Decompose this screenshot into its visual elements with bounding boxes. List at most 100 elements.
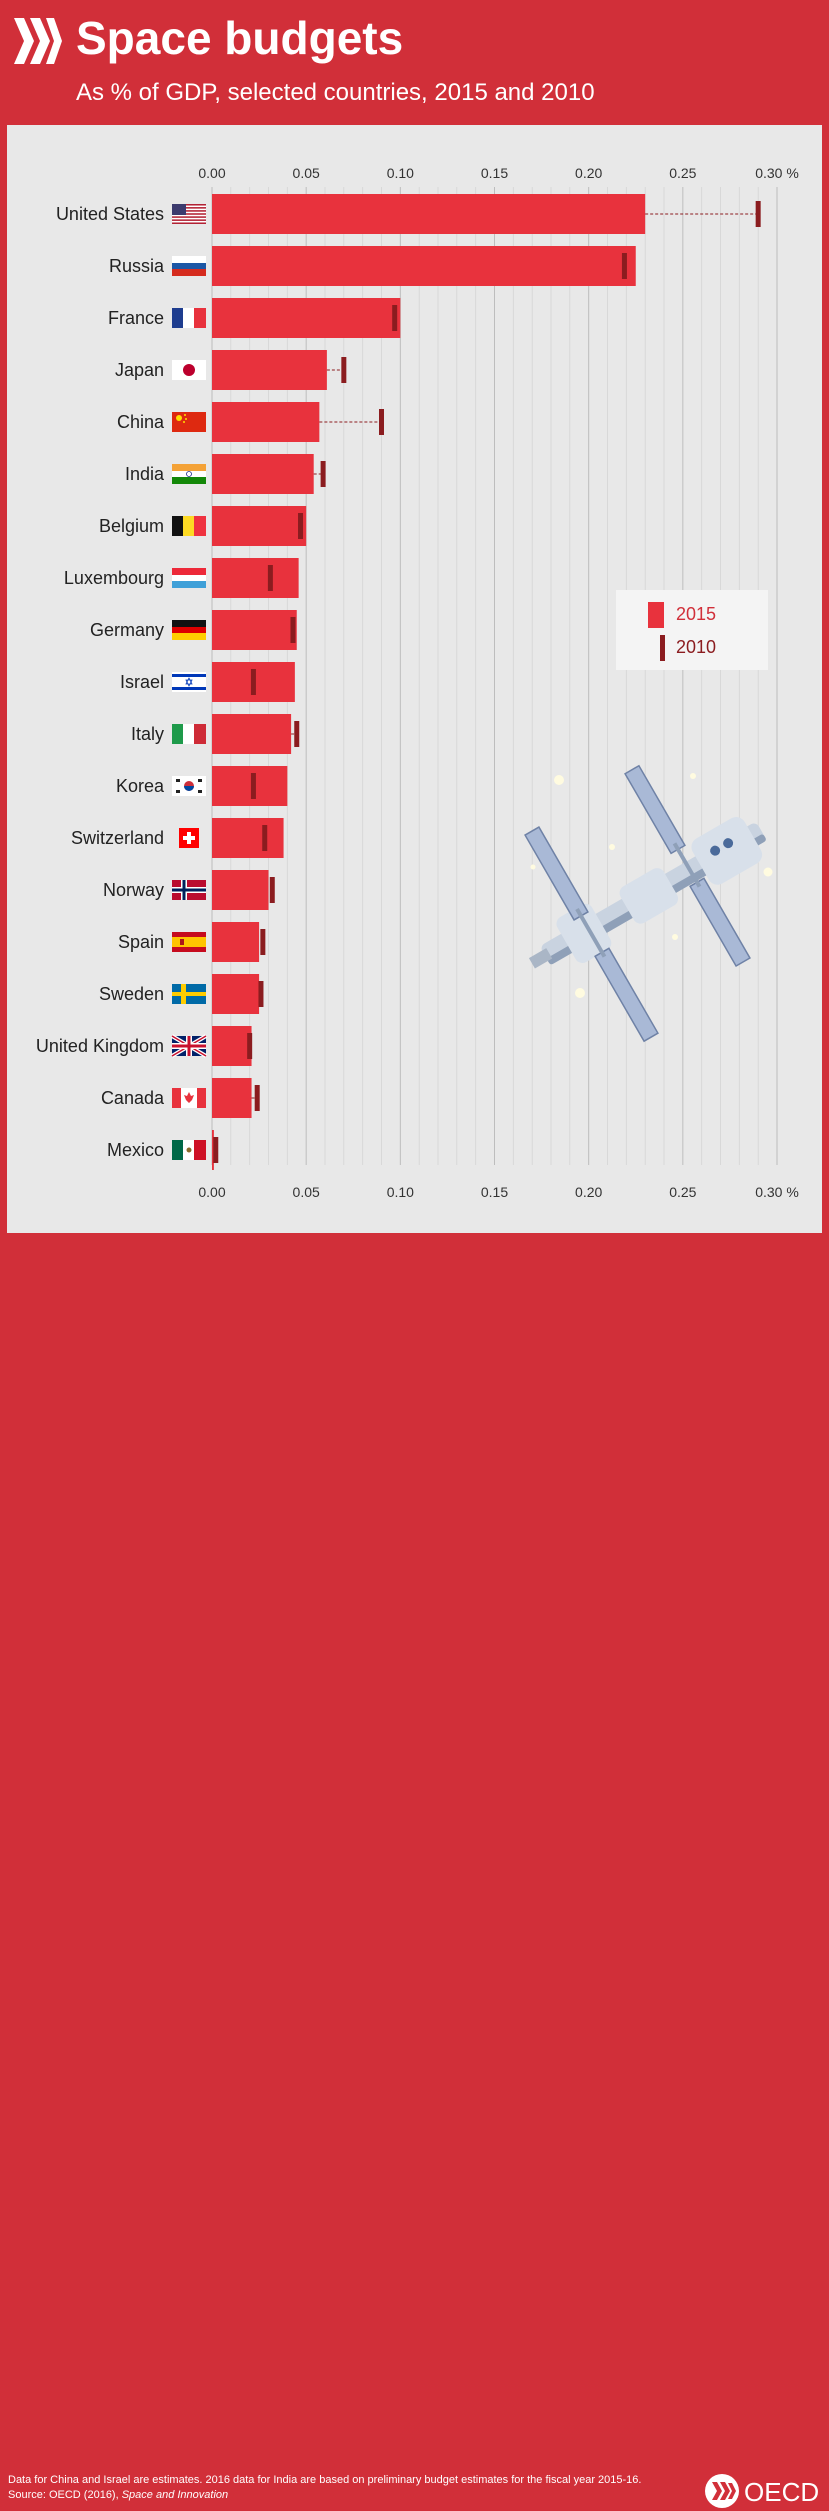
oecd-logo-text: OECD [744, 2477, 819, 2507]
marker-2010 [379, 409, 384, 435]
chart-panel: 0.00 0.05 0.10 0.15 0.20 0.25 0.30 % 0.00 0.05 0… [7, 125, 822, 1233]
bar-2015 [212, 818, 284, 858]
x-tick-label-bottom: 0.20 [575, 1184, 602, 1200]
category-label: Switzerland [71, 828, 164, 848]
x-tick-label-top: 0.15 [481, 165, 508, 181]
space-station-illustration [524, 764, 773, 1043]
x-tick-label-bottom: 0.10 [387, 1184, 414, 1200]
sweden-flag-icon [172, 984, 206, 1004]
marker-2010 [294, 721, 300, 747]
header: Space budgets As % of GDP, selected coun… [0, 0, 829, 125]
category-label: Norway [103, 880, 164, 900]
marker-2010 [755, 201, 761, 227]
italy-flag-icon [172, 724, 206, 744]
bar-2015 [212, 246, 636, 286]
marker-2010 [290, 617, 296, 643]
x-tick-label-bottom: 0.25 [669, 1184, 696, 1200]
category-label: Russia [109, 256, 165, 276]
marker-2010 [247, 1033, 253, 1059]
germany-flag-icon [172, 620, 206, 640]
china-flag-icon [172, 412, 206, 432]
x-tick-label-top: 0.05 [293, 165, 320, 181]
category-label: Germany [90, 620, 164, 640]
marker-2010 [341, 357, 347, 383]
marker-2010 [269, 877, 275, 903]
oecd-chevrons-icon [14, 18, 62, 64]
x-tick-label-bottom: 0.00 [198, 1184, 225, 1200]
footnote: Data for China and Israel are estimates.… [8, 2473, 641, 2503]
bar-2015 [212, 1078, 252, 1118]
category-label: Canada [101, 1088, 165, 1108]
category-label: Spain [118, 932, 164, 952]
category-label: Sweden [99, 984, 164, 1004]
bar-2015 [212, 194, 646, 234]
marker-2010 [260, 929, 266, 955]
luxembourg-flag-icon [172, 568, 206, 588]
bar-2015 [212, 766, 288, 806]
footnote-line: Data for China and Israel are estimates.… [8, 2474, 642, 2486]
x-tick-label-top: 0.20 [575, 165, 602, 181]
france-flag-icon [172, 308, 206, 328]
category-label: United States [56, 204, 164, 224]
x-tick-label-bottom: 0.15 [481, 1184, 508, 1200]
marker-2010 [250, 669, 256, 695]
korea-flag-icon [172, 776, 206, 796]
marker-2010 [621, 253, 627, 279]
x-tick-label-top: 0.25 [669, 165, 696, 181]
category-label: Luxembourg [64, 568, 164, 588]
page-title: Space budgets [76, 12, 404, 64]
category-label: India [125, 464, 165, 484]
switzerland-flag-icon [179, 828, 199, 848]
marker-2010 [254, 1085, 260, 1111]
oecd-logo: OECD [705, 2474, 819, 2508]
uk-flag-icon [170, 1034, 208, 1058]
spain-flag-icon [172, 932, 206, 952]
category-label: Italy [131, 724, 164, 744]
bar-2015 [212, 454, 314, 494]
bar-2015 [212, 1130, 214, 1170]
norway-flag-icon [172, 880, 206, 900]
bar-2015 [212, 870, 269, 910]
legend-swatch-2010 [660, 635, 665, 661]
category-label: Japan [115, 360, 164, 380]
russia-flag-icon [172, 256, 206, 276]
x-tick-label-top: 0.10 [387, 165, 414, 181]
marker-2010 [258, 981, 264, 1007]
marker-2010 [392, 305, 398, 331]
x-tick-label-bottom: 0.05 [293, 1184, 320, 1200]
category-label: Mexico [107, 1140, 164, 1160]
footer: Data for China and Israel are estimates.… [0, 1233, 829, 2508]
bar-2015 [212, 714, 292, 754]
bar-2015 [212, 974, 260, 1014]
bar-chart: 0.00 0.05 0.10 0.15 0.20 0.25 0.30 % 0.00 0.05 0… [36, 165, 799, 1200]
bar-2015 [212, 922, 260, 962]
marker-2010 [320, 461, 326, 487]
marker-2010 [262, 825, 268, 851]
bar-2015 [212, 350, 327, 390]
canada-flag-icon [172, 1088, 206, 1108]
japan-flag-icon [172, 360, 206, 380]
belgium-flag-icon [172, 516, 206, 536]
source-title: Space and Innovation [121, 2489, 229, 2501]
mexico-flag-icon [172, 1140, 206, 1160]
marker-2010 [250, 773, 256, 799]
category-label: China [117, 412, 165, 432]
bar-2015 [212, 298, 401, 338]
marker-2010 [213, 1137, 219, 1163]
legend-label-2015: 2015 [676, 604, 717, 624]
chart-legend: 2015 2010 [616, 590, 768, 670]
legend-swatch-2015 [648, 602, 664, 628]
category-label: France [108, 308, 164, 328]
category-label: Belgium [99, 516, 164, 536]
bar-2015 [212, 506, 307, 546]
marker-2010 [298, 513, 304, 539]
bar-2015 [212, 402, 320, 442]
x-tick-label-top: 0.30 % [755, 165, 799, 181]
page-subtitle: As % of GDP, selected countries, 2015 an… [76, 79, 595, 106]
legend-label-2010: 2010 [676, 637, 717, 657]
bar-2015 [212, 610, 297, 650]
bar-2015 [212, 1026, 252, 1066]
category-label: United Kingdom [36, 1036, 164, 1056]
source-prefix: Source: OECD (2016), [8, 2489, 122, 2501]
us-flag-icon [172, 204, 206, 224]
